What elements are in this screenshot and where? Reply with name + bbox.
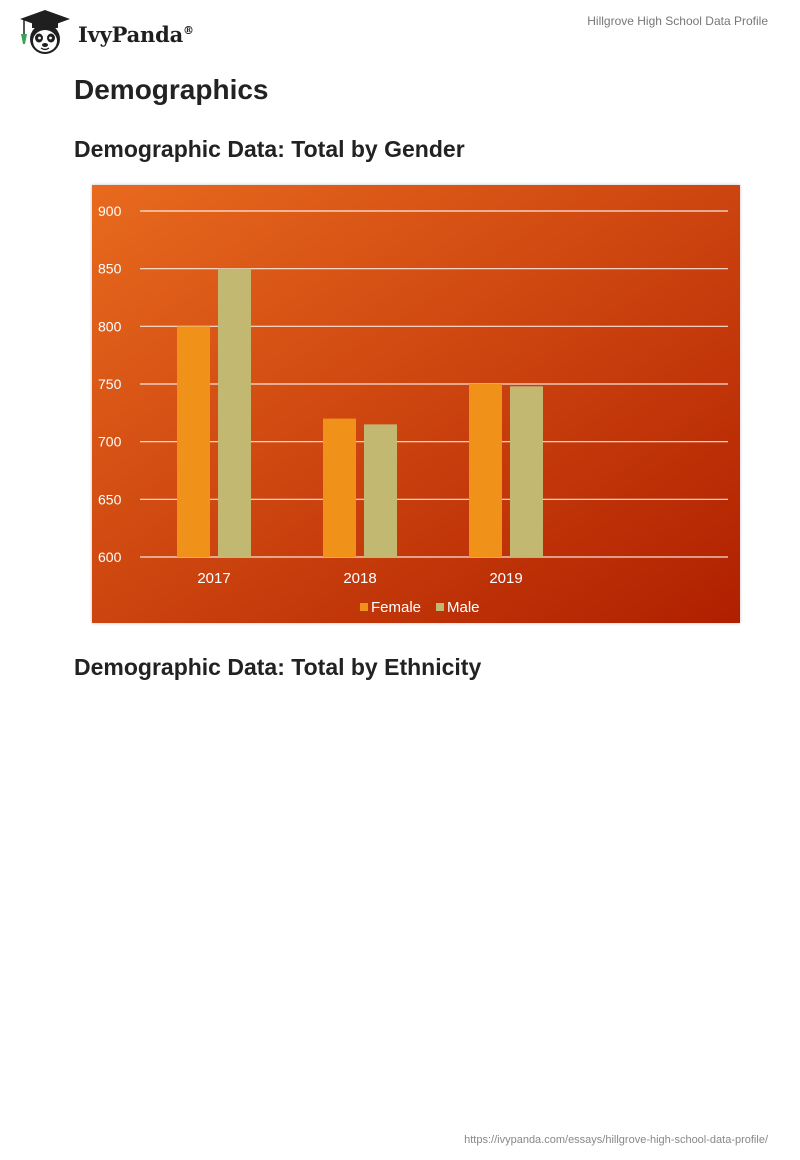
brand-name: IvyPanda® bbox=[78, 22, 194, 47]
bar-male-2018 bbox=[364, 424, 397, 557]
bar-female-2017 bbox=[177, 326, 210, 557]
x-tick-label: 2019 bbox=[489, 570, 522, 587]
y-tick-label: 800 bbox=[98, 318, 122, 334]
bar-female-2019 bbox=[469, 384, 502, 557]
y-tick-label: 700 bbox=[98, 434, 122, 450]
bar-female-2018 bbox=[323, 418, 356, 557]
x-tick-label: 2017 bbox=[197, 570, 230, 587]
chart-svg: 600 650 700 750 800 850 900 2017 2018 2019 Femal… bbox=[92, 185, 740, 623]
y-tick-label: 900 bbox=[98, 203, 122, 219]
legend-label-female: Female bbox=[371, 599, 421, 616]
y-tick-label: 650 bbox=[98, 491, 122, 507]
bar-male-2017 bbox=[218, 268, 251, 557]
legend-label-male: Male bbox=[447, 599, 480, 616]
y-tick-label: 600 bbox=[98, 549, 122, 565]
panda-graduate-icon bbox=[20, 10, 70, 54]
legend-swatch-male bbox=[436, 603, 444, 611]
gender-heading: Demographic Data: Total by Gender bbox=[74, 136, 465, 162]
legend-swatch-female bbox=[360, 603, 368, 611]
ethnicity-heading: Demographic Data: Total by Ethnicity bbox=[74, 654, 482, 680]
page-header: IvyPanda® Hillgrove High School Data Pro… bbox=[0, 0, 800, 60]
footer-url[interactable]: https://ivypanda.com/essays/hillgrove-hi… bbox=[464, 1134, 768, 1146]
gender-bar-chart: 600 650 700 750 800 850 900 2017 2018 2019 Femal… bbox=[92, 185, 740, 623]
ivypanda-logo[interactable]: IvyPanda® bbox=[16, 8, 196, 56]
y-tick-label: 750 bbox=[98, 376, 122, 392]
section-title: Demographics bbox=[74, 74, 269, 105]
bar-male-2019 bbox=[510, 386, 543, 557]
document-title: Hillgrove High School Data Profile bbox=[587, 14, 768, 28]
y-tick-label: 850 bbox=[98, 261, 122, 277]
x-tick-label: 2018 bbox=[343, 570, 376, 587]
